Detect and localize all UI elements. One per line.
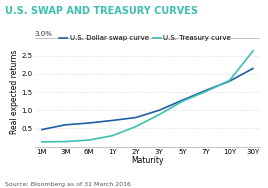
U.S. Dollar swap curve: [111, 119, 114, 122]
Text: U.S. SWAP AND TREASURY CURVES: U.S. SWAP AND TREASURY CURVES: [5, 6, 198, 16]
U.S. Dollar swap curve: [134, 116, 137, 119]
Line: U.S. Treasury curve: U.S. Treasury curve: [42, 51, 253, 142]
U.S. Dollar swap curve: [228, 80, 231, 82]
U.S. Treasury curve: [40, 141, 43, 143]
Line: U.S. Dollar swap curve: U.S. Dollar swap curve: [42, 68, 253, 130]
U.S. Treasury curve: [158, 114, 161, 116]
Legend: U.S. Dollar swap curve, U.S. Treasury curve: U.S. Dollar swap curve, U.S. Treasury cu…: [56, 32, 234, 44]
U.S. Treasury curve: [204, 90, 208, 92]
U.S. Dollar swap curve: [87, 122, 90, 124]
U.S. Dollar swap curve: [181, 99, 184, 101]
U.S. Treasury curve: [251, 50, 255, 52]
U.S. Treasury curve: [87, 139, 90, 141]
U.S. Treasury curve: [181, 100, 184, 102]
Text: 3.0%: 3.0%: [35, 31, 53, 37]
U.S. Dollar swap curve: [40, 128, 43, 131]
U.S. Dollar swap curve: [251, 67, 255, 70]
U.S. Dollar swap curve: [64, 124, 67, 126]
U.S. Dollar swap curve: [204, 89, 208, 91]
U.S. Treasury curve: [111, 135, 114, 137]
U.S. Treasury curve: [228, 79, 231, 82]
U.S. Treasury curve: [64, 140, 67, 143]
U.S. Dollar swap curve: [158, 109, 161, 111]
Text: Source: Bloomberg as of 31 March 2016: Source: Bloomberg as of 31 March 2016: [5, 182, 131, 187]
X-axis label: Maturity: Maturity: [131, 156, 164, 165]
U.S. Treasury curve: [134, 126, 137, 128]
Y-axis label: Real expected returns: Real expected returns: [10, 50, 19, 134]
